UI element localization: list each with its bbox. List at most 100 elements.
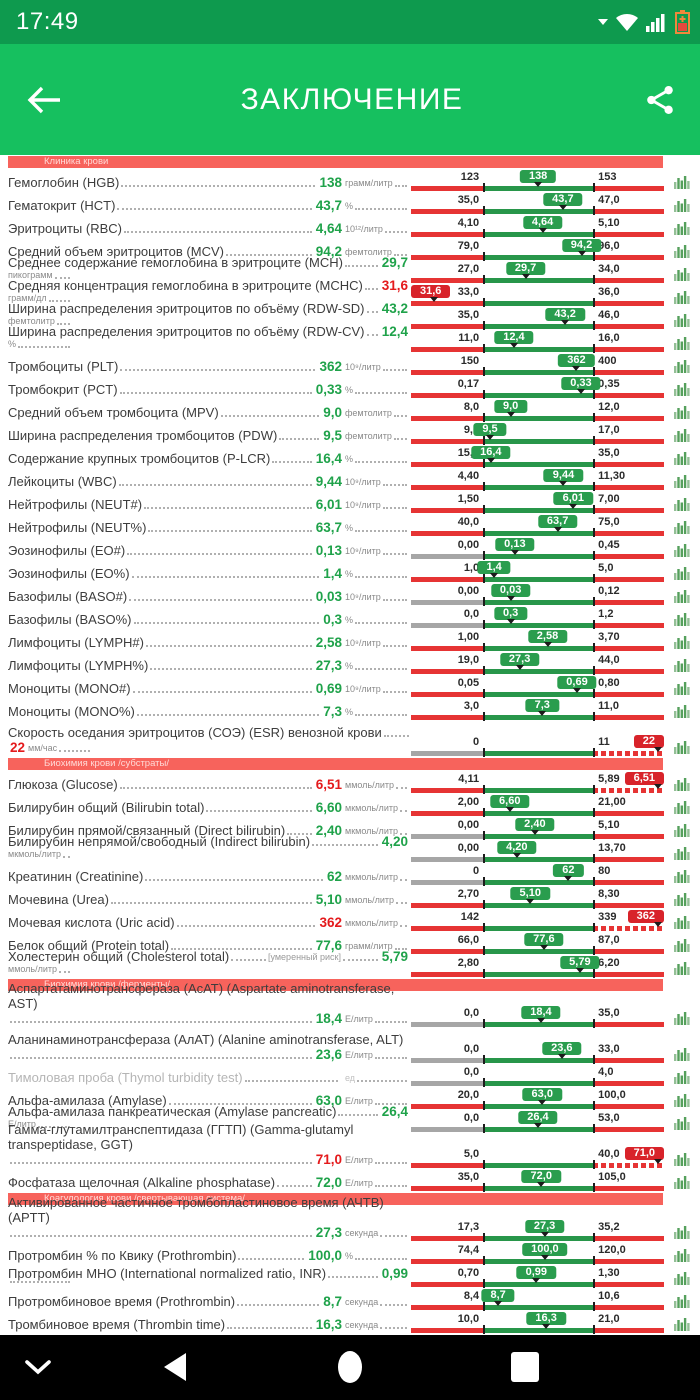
history-chart-button[interactable] — [664, 1248, 700, 1265]
lab-row[interactable]: Ширина распределения тромбоцитов (PDW) 9… — [0, 422, 700, 445]
lab-row[interactable]: Средний объем тромбоцита (MPV) 9,0 фемто… — [0, 399, 700, 422]
lab-row[interactable]: Скорость оседания эритроцитов (СОЭ) (ESR… — [0, 721, 700, 757]
lab-row[interactable]: Протромбиновое время (Prothrombin) 8,7 с… — [0, 1288, 700, 1311]
history-chart-button[interactable] — [664, 823, 700, 840]
lab-row[interactable]: Тромбоциты (PLT) 362 10⁹/литр 150 400 36… — [0, 353, 700, 376]
lab-row[interactable]: Лимфоциты (LYMPH%) 27,3 % 19,0 44,0 27,3 — [0, 652, 700, 675]
lab-row[interactable]: Средняя концентрация гемоглобина в эритр… — [0, 278, 700, 307]
history-chart-button[interactable] — [664, 658, 700, 675]
lab-row[interactable]: Нейтрофилы (NEUT%) 63,7 % 40,0 75,0 63,7 — [0, 514, 700, 537]
lab-row[interactable]: Ширина распределения эритроцитов по объё… — [0, 324, 700, 353]
history-chart-button[interactable] — [664, 1175, 700, 1192]
lab-row[interactable]: Эозинофилы (EO%) 1,4 % 1,0 5,0 1,4 — [0, 560, 700, 583]
history-chart-button[interactable] — [664, 635, 700, 652]
lab-row[interactable]: Билирубин прямой/связанный (Direct bilir… — [0, 817, 700, 840]
lab-row[interactable]: Протромбин % по Квику (Prothrombin) 100,… — [0, 1242, 700, 1265]
history-chart-button[interactable] — [664, 1225, 700, 1242]
history-chart-button[interactable] — [664, 405, 700, 422]
history-chart-button[interactable] — [664, 451, 700, 468]
history-chart-button[interactable] — [664, 777, 700, 794]
lab-row[interactable]: Альфа-амилаза (Amylase) 63,0 Е/литр 20,0… — [0, 1087, 700, 1110]
history-chart-button[interactable] — [664, 244, 700, 261]
history-chart-button[interactable] — [664, 198, 700, 215]
lab-row[interactable]: Тромбиновое время (Thrombin time) 16,3 с… — [0, 1311, 700, 1334]
history-chart-button[interactable] — [664, 382, 700, 399]
lab-row[interactable]: Тимоловая проба (Thymol turbidity test) … — [0, 1064, 700, 1087]
history-chart-button[interactable] — [664, 1116, 700, 1133]
history-chart-button[interactable] — [664, 1271, 700, 1288]
history-chart-button[interactable] — [664, 681, 700, 698]
history-chart-button[interactable] — [664, 800, 700, 817]
lab-row[interactable]: Лейкоциты (WBC) 9,44 10⁹/литр 4,40 11,30… — [0, 468, 700, 491]
lab-row[interactable]: Билирубин общий (Bilirubin total) 6,60 м… — [0, 794, 700, 817]
history-chart-button[interactable] — [664, 1294, 700, 1311]
history-chart-button[interactable] — [664, 846, 700, 863]
collapse-button[interactable] — [16, 1345, 60, 1389]
lab-row[interactable]: Эритроциты (RBC) 4,64 10¹²/литр 4,10 5,1… — [0, 215, 700, 238]
lab-row[interactable]: Содержание крупных тромбоцитов (P-LCR) 1… — [0, 445, 700, 468]
lab-row[interactable]: Среднее содержание гемоглобина в эритроц… — [0, 255, 700, 284]
lab-row[interactable]: Альфа-амилаза панкреатическая (Amylase p… — [0, 1104, 700, 1133]
lab-row[interactable]: Гамма-глутамилтранспептидаза (ГГТП) (Gam… — [0, 1122, 700, 1169]
lab-row[interactable]: Эозинофилы (EO#) 0,13 10⁹/литр 0,00 0,45… — [0, 537, 700, 560]
lab-row[interactable]: Мочевая кислота (Uric acid) 362 мкмоль/л… — [0, 909, 700, 932]
history-chart-button[interactable] — [664, 1317, 700, 1334]
lab-row[interactable]: Средний объем эритроцитов (MCV) 94,2 фем… — [0, 238, 700, 261]
history-chart-button[interactable] — [664, 612, 700, 629]
history-chart-button[interactable] — [664, 892, 700, 909]
nav-recents-button[interactable] — [503, 1345, 547, 1389]
history-chart-button[interactable] — [664, 869, 700, 886]
lab-row[interactable]: Базофилы (BASO%) 0,3 % 0,0 1,2 0,3 — [0, 606, 700, 629]
back-button[interactable] — [14, 70, 74, 130]
lab-row[interactable]: Нейтрофилы (NEUT#) 6,01 10⁹/литр 1,50 7,… — [0, 491, 700, 514]
unit-block: грамм/литр — [345, 178, 411, 190]
lab-row[interactable]: Базофилы (BASO#) 0,03 10⁹/литр 0,00 0,12… — [0, 583, 700, 606]
lab-row[interactable]: Фосфатаза щелочная (Alkaline phosphatase… — [0, 1169, 700, 1192]
history-chart-button[interactable] — [664, 704, 700, 721]
history-chart-button[interactable] — [664, 1093, 700, 1110]
history-chart-button[interactable] — [664, 428, 700, 445]
lab-row[interactable]: Гемоглобин (HGB) 138 грамм/литр 123 153 … — [0, 169, 700, 192]
lab-row[interactable]: Глюкоза (Glucose) 6,51 ммоль/литр 4,11 5… — [0, 771, 700, 794]
history-chart-button[interactable] — [664, 938, 700, 955]
history-chart-button[interactable] — [664, 543, 700, 560]
history-chart-button[interactable] — [664, 497, 700, 514]
lab-row[interactable]: Креатинин (Creatinine) 62 мкмоль/литр 0 … — [0, 863, 700, 886]
nav-back-button[interactable] — [153, 1345, 197, 1389]
history-chart-button[interactable] — [664, 961, 700, 978]
history-chart-button[interactable] — [664, 474, 700, 491]
history-chart-button[interactable] — [664, 267, 700, 284]
history-chart-button[interactable] — [664, 313, 700, 330]
history-chart-button[interactable] — [664, 336, 700, 353]
history-chart-button[interactable] — [664, 520, 700, 537]
history-chart-button[interactable] — [664, 1047, 700, 1064]
lab-row[interactable]: Тромбокрит (PCT) 0,33 % 0,17 0,35 0,33 — [0, 376, 700, 399]
nav-home-button[interactable] — [328, 1345, 372, 1389]
history-chart-button[interactable] — [664, 1070, 700, 1087]
history-chart-button[interactable] — [664, 1152, 700, 1169]
history-chart-button[interactable] — [664, 290, 700, 307]
history-chart-button[interactable] — [664, 359, 700, 376]
lab-row[interactable]: Холестерин общий (Cholesterol total) [ум… — [0, 949, 700, 978]
history-chart-button[interactable] — [664, 1011, 700, 1028]
lab-row[interactable]: Аланинаминотрансфераза (АлАТ) (Alanine a… — [0, 1028, 700, 1064]
lab-row[interactable]: Ширина распределения эритроцитов по объё… — [0, 301, 700, 330]
history-chart-button[interactable] — [664, 221, 700, 238]
lab-row[interactable]: Гематокрит (HCT) 43,7 % 35,0 47,0 43,7 — [0, 192, 700, 215]
lab-row[interactable]: Белок общий (Protein total) 77,6 грамм/л… — [0, 932, 700, 955]
lab-row[interactable]: Аспартатаминотрансфераза (АсАТ) (Asparta… — [0, 981, 700, 1028]
history-chart-button[interactable] — [664, 175, 700, 192]
lab-row[interactable]: Билирубин непрямой/свободный (Indirect b… — [0, 834, 700, 863]
history-chart-button[interactable] — [664, 740, 700, 757]
lab-row[interactable]: Мочевина (Urea) 5,10 ммоль/литр 2,70 8,3… — [0, 886, 700, 909]
results-list[interactable]: Клиника крови Гемоглобин (HGB) 138 грамм… — [0, 155, 700, 1335]
lab-row[interactable]: Лимфоциты (LYMPH#) 2,58 10⁹/литр 1,00 3,… — [0, 629, 700, 652]
lab-row[interactable]: Моноциты (MONO%) 7,3 % 3,0 11,0 7,3 — [0, 698, 700, 721]
history-chart-button[interactable] — [664, 589, 700, 606]
lab-row[interactable]: Протромбин МНО (International normalized… — [0, 1265, 700, 1288]
lab-row[interactable]: Активированное частичное тромбопластинов… — [0, 1195, 700, 1242]
history-chart-button[interactable] — [664, 915, 700, 932]
share-button[interactable] — [630, 70, 690, 130]
lab-row[interactable]: Моноциты (MONO#) 0,69 10⁹/литр 0,05 0,80… — [0, 675, 700, 698]
history-chart-button[interactable] — [664, 566, 700, 583]
